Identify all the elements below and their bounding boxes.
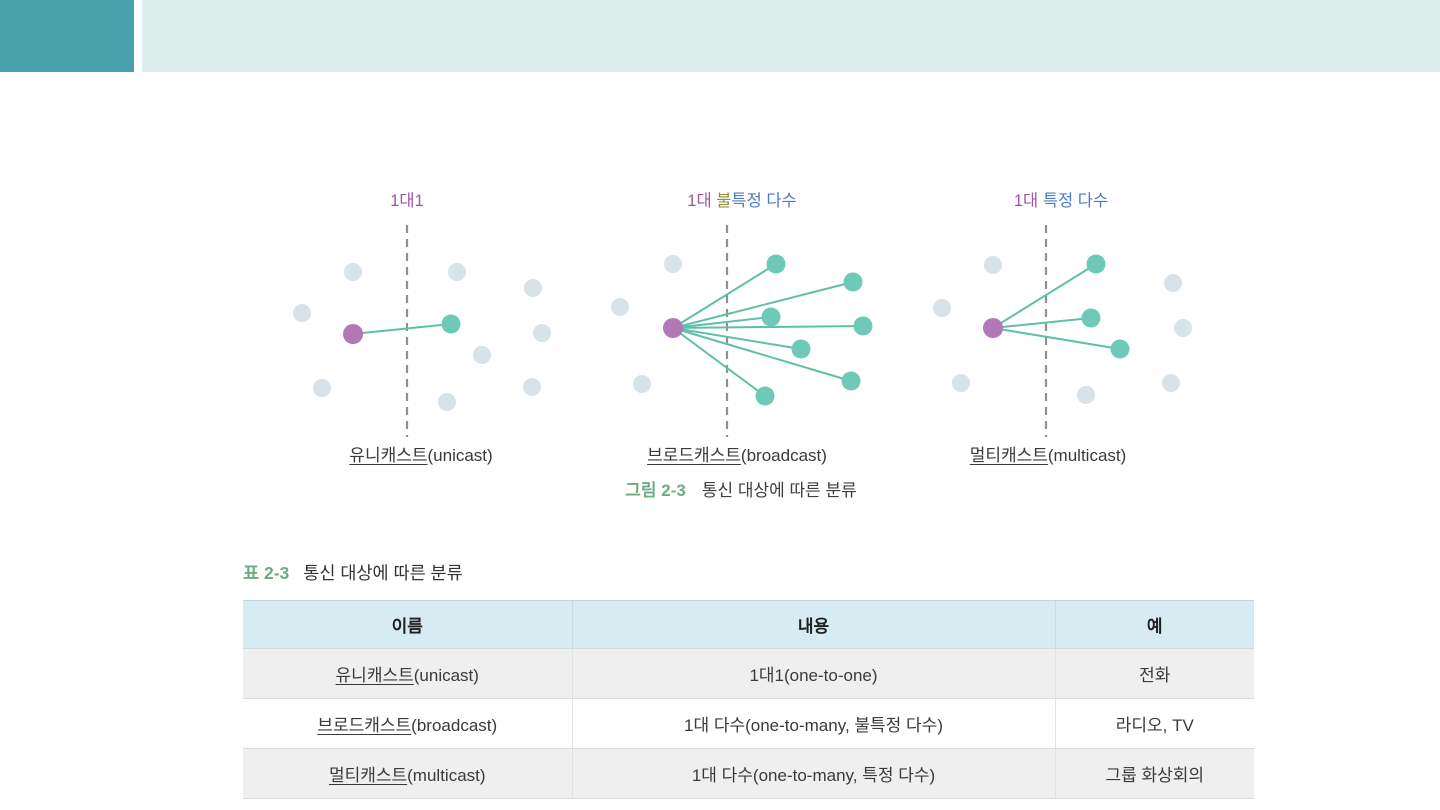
cell-description: 1대1(one-to-one) — [571, 648, 1055, 699]
idle-node-dot — [1164, 274, 1182, 292]
diagram-title-multicast: 1대 특정 다수 — [1014, 190, 1108, 212]
link-line — [992, 263, 1097, 329]
table-title: 표 2-3 통신 대상에 따른 분류 — [243, 561, 463, 585]
term-suffix: (multicast) — [1047, 446, 1127, 465]
link-line — [992, 317, 1092, 329]
cell-description: 1대 다수(one-to-many, 특정 다수) — [571, 748, 1055, 799]
title-part: 특정 다수 — [1042, 192, 1109, 210]
term-text: 유니캐스트 — [335, 666, 414, 685]
idle-node-dot — [1077, 386, 1095, 404]
title-part: 1대1 — [390, 192, 424, 210]
diagram-title-unicast: 1대1 — [390, 190, 424, 212]
link-line — [672, 327, 766, 397]
receiver-node-dot — [1081, 308, 1101, 328]
receiver-node-dot — [791, 339, 811, 359]
idle-node-dot — [933, 299, 951, 317]
table-title-text: 통신 대상에 따른 분류 — [303, 563, 463, 583]
idle-node-dot — [1174, 319, 1192, 337]
term-suffix: (unicast) — [427, 446, 493, 465]
idle-node-dot — [533, 324, 551, 342]
idle-node-dot — [524, 279, 542, 297]
figure-caption-text: 통신 대상에 따른 분류 — [701, 481, 857, 500]
cell-name: 유니캐스트(unicast) — [243, 648, 572, 699]
term-text: 유니캐스트 — [349, 446, 428, 465]
link-line — [672, 327, 802, 350]
figure-caption: 그림 2-3 통신 대상에 따른 분류 — [625, 479, 857, 503]
idle-node-dot — [664, 255, 682, 273]
receiver-node-dot — [841, 371, 861, 391]
table-row: 유니캐스트(unicast) 1대1(one-to-one) 전화 — [243, 648, 1254, 699]
sender-node-dot — [983, 318, 1003, 338]
term-text: 멀티캐스트 — [328, 766, 408, 785]
idle-node-dot — [984, 256, 1002, 274]
classification-table: 이름 내용 예 유니캐스트(unicast) 1대1(one-to-one) 전… — [243, 600, 1254, 799]
term-text: 브로드캐스트 — [317, 716, 412, 735]
link-line — [672, 263, 777, 329]
column-header-example: 예 — [1054, 600, 1254, 649]
receiver-node-dot — [843, 272, 863, 292]
idle-node-dot — [1162, 374, 1180, 392]
link-line — [672, 325, 864, 329]
receiver-node-dot — [766, 254, 786, 274]
table-row: 브로드캐스트(broadcast) 1대 다수(one-to-many, 불특정… — [243, 698, 1254, 749]
link-line — [672, 327, 852, 382]
title-part: 불 — [716, 192, 732, 210]
term-suffix: (broadcast) — [740, 446, 827, 465]
term-text: 멀티캐스트 — [969, 446, 1048, 465]
figure-number: 그림 2-3 — [625, 481, 686, 500]
idle-node-dot — [611, 298, 629, 316]
idle-node-dot — [313, 379, 331, 397]
cell-example: 그룹 화상회의 — [1054, 748, 1254, 799]
idle-node-dot — [523, 378, 541, 396]
idle-node-dot — [473, 346, 491, 364]
idle-node-dot — [448, 263, 466, 281]
sender-node-dot — [343, 324, 363, 344]
term-text: 브로드캐스트 — [647, 446, 741, 465]
sender-node-dot — [663, 318, 683, 338]
link-line — [992, 327, 1121, 350]
link-line — [672, 281, 854, 329]
idle-node-dot — [952, 374, 970, 392]
diagram-title-broadcast: 1대 불특정 다수 — [687, 190, 796, 212]
receiver-node-dot — [441, 314, 461, 334]
column-header-name: 이름 — [243, 600, 572, 649]
idle-node-dot — [438, 393, 456, 411]
table-row: 멀티캐스트(multicast) 1대 다수(one-to-many, 특정 다… — [243, 748, 1254, 799]
title-part: 1대 — [687, 192, 717, 210]
diagram-label-broadcast: 브로드캐스트(broadcast) — [647, 444, 827, 468]
table-header-row: 이름 내용 예 — [243, 600, 1254, 649]
title-part: 1대 — [1013, 192, 1043, 210]
link-line — [352, 323, 452, 335]
idle-node-dot — [633, 375, 651, 393]
cell-name: 멀티캐스트(multicast) — [243, 748, 572, 799]
column-header-description: 내용 — [571, 600, 1055, 649]
cell-example: 전화 — [1054, 648, 1254, 699]
cell-example: 라디오, TV — [1054, 698, 1254, 749]
header-bar — [142, 0, 1440, 72]
table-number: 표 2-3 — [243, 563, 290, 583]
link-line — [672, 316, 772, 329]
receiver-node-dot — [853, 316, 873, 336]
term-suffix: (broadcast) — [411, 716, 498, 735]
receiver-node-dot — [761, 307, 781, 327]
idle-node-dot — [293, 304, 311, 322]
term-suffix: (unicast) — [413, 666, 479, 685]
receiver-node-dot — [755, 386, 775, 406]
term-suffix: (multicast) — [407, 766, 486, 785]
receiver-node-dot — [1086, 254, 1106, 274]
idle-node-dot — [344, 263, 362, 281]
diagram-label-unicast: 유니캐스트(unicast) — [349, 444, 492, 468]
cell-description: 1대 다수(one-to-many, 불특정 다수) — [571, 698, 1055, 749]
cell-name: 브로드캐스트(broadcast) — [243, 698, 572, 749]
diagram-label-multicast: 멀티캐스트(multicast) — [970, 444, 1127, 468]
header-accent-block — [0, 0, 134, 72]
receiver-node-dot — [1110, 339, 1130, 359]
title-part: 특정 다수 — [731, 192, 797, 210]
